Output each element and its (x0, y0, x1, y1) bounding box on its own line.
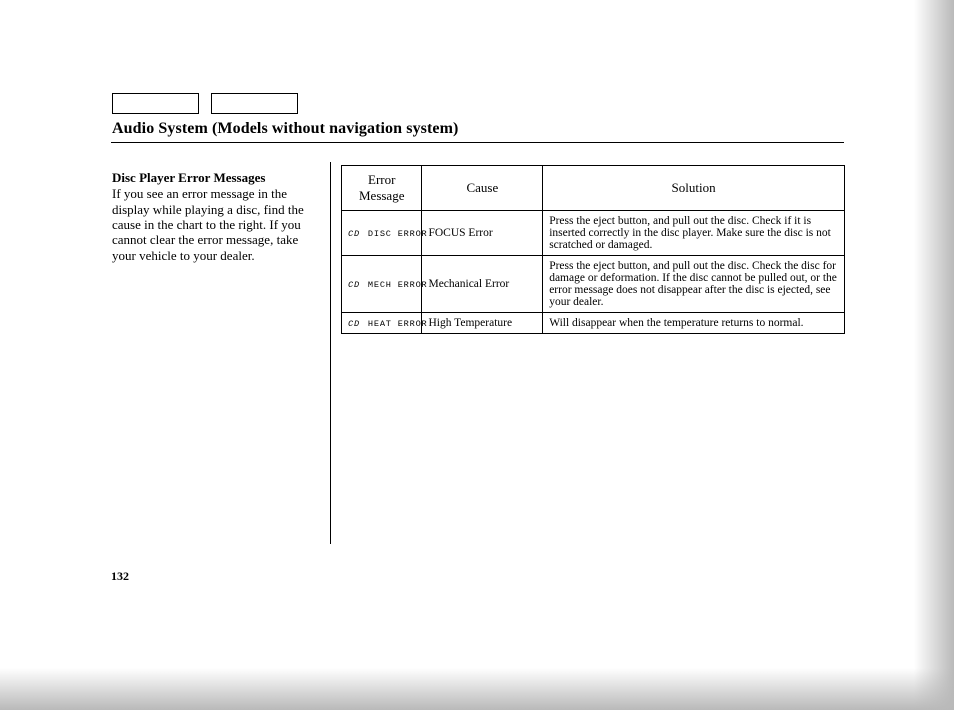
table-row: CDDISC ERROR FOCUS Error Press the eject… (342, 211, 845, 256)
manual-page: Audio System (Models without navigation … (0, 0, 954, 710)
cell-error-display: CDHEAT ERROR (342, 313, 422, 334)
cell-cause: High Temperature (422, 313, 543, 334)
cell-cause: FOCUS Error (422, 211, 543, 256)
page-shadow-right (914, 0, 954, 710)
intro-text-column: Disc Player Error Messages If you see an… (112, 170, 324, 263)
cell-solution: Press the eject button, and pull out the… (543, 256, 845, 313)
table-header-row: ErrorMessage Cause Solution (342, 166, 845, 211)
cell-cause: Mechanical Error (422, 256, 543, 313)
col-header-cause: Cause (422, 166, 543, 211)
placeholder-box (211, 93, 298, 114)
page-title: Audio System (Models without navigation … (112, 120, 459, 138)
error-table-container: ErrorMessage Cause Solution CDDISC ERROR… (341, 165, 845, 334)
heading-rule (111, 142, 844, 143)
table-row: CDMECH ERROR Mechanical Error Press the … (342, 256, 845, 313)
header-placeholder-boxes (112, 93, 298, 114)
page-number: 132 (111, 569, 129, 584)
error-messages-table: ErrorMessage Cause Solution CDDISC ERROR… (341, 165, 845, 334)
col-header-solution: Solution (543, 166, 845, 211)
placeholder-box (112, 93, 199, 114)
cell-solution: Will disappear when the temperature retu… (543, 313, 845, 334)
table-row: CDHEAT ERROR High Temperature Will disap… (342, 313, 845, 334)
cell-error-display: CDMECH ERROR (342, 256, 422, 313)
col-header-error-message: ErrorMessage (342, 166, 422, 211)
page-shadow-bottom (0, 668, 954, 710)
section-subheading: Disc Player Error Messages (112, 170, 324, 185)
cell-error-display: CDDISC ERROR (342, 211, 422, 256)
section-body: If you see an error message in the displ… (112, 186, 324, 263)
column-divider (330, 162, 333, 544)
cell-solution: Press the eject button, and pull out the… (543, 211, 845, 256)
